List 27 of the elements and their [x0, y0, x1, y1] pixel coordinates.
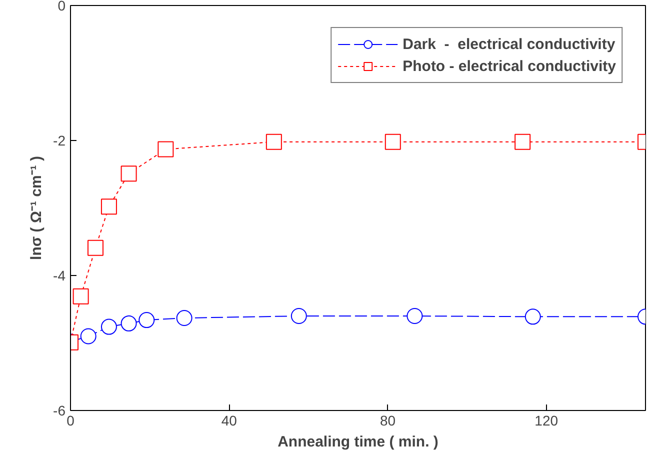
point — [100, 318, 117, 335]
legend-label: Dark - electrical conductivity — [402, 36, 616, 52]
point — [384, 134, 401, 150]
point — [120, 315, 137, 332]
point — [87, 240, 104, 256]
point — [406, 308, 423, 324]
point — [266, 134, 282, 150]
x-tick-label: 120 — [534, 412, 558, 428]
y-axis-title: lnσ ( Ω⁻¹ cm⁻¹ ) — [28, 156, 46, 260]
point — [176, 310, 192, 326]
x-tick-label: 80 — [380, 412, 396, 428]
y-tick-label: -4 — [53, 268, 66, 284]
legend-label: Photo - electrical conductivity — [402, 58, 616, 74]
point — [80, 328, 96, 344]
y-tick-label: 0 — [58, 0, 66, 14]
point — [100, 198, 117, 215]
point — [120, 166, 137, 182]
x-tick-label: 40 — [221, 412, 238, 428]
point — [290, 308, 307, 324]
point — [72, 288, 89, 304]
point — [138, 312, 155, 328]
point — [514, 134, 531, 150]
y-tick-label: -6 — [53, 402, 66, 418]
y-tick-label: -2 — [53, 132, 66, 148]
point — [158, 141, 174, 158]
x-axis-title: Annealing time ( min. ) — [278, 434, 438, 450]
point — [524, 308, 541, 325]
